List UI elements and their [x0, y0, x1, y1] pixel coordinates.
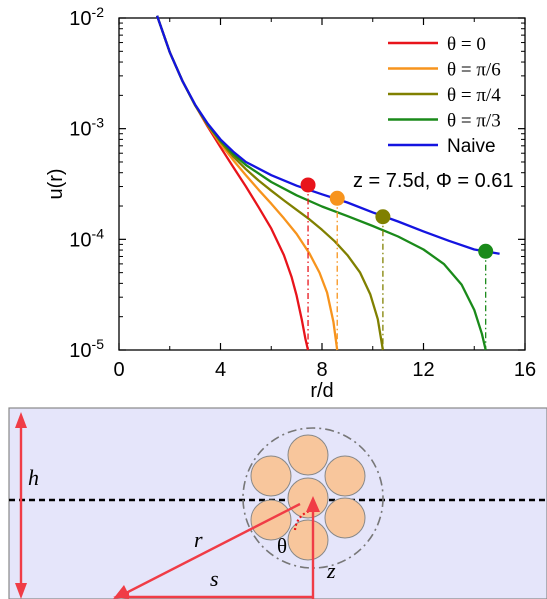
cutoff-marker-1 [329, 190, 345, 206]
theta-arc [293, 508, 314, 531]
label-z: z [326, 558, 336, 583]
label-theta: θ [277, 534, 287, 558]
y-tick-label: 10-2 [69, 4, 104, 30]
chart: 0 4 8 12 16 10-510-410-310-2 r/d u(r) θ = 0θ… [45, 4, 536, 402]
s-arrow [113, 591, 313, 599]
legend-label-3: θ = π/3 [447, 111, 501, 132]
particle-upper-left [250, 455, 292, 497]
x-axis-title: r/d [310, 380, 333, 402]
legend-label-1: θ = π/6 [447, 60, 501, 81]
z-arrow [306, 496, 320, 599]
y-tick-label: 10-4 [69, 225, 104, 251]
h-arrow [15, 412, 27, 599]
cutoff-marker-2 [375, 209, 391, 225]
x-tick-label: 16 [514, 359, 536, 381]
label-s: s [210, 566, 219, 591]
particle-bottom [287, 519, 329, 561]
series-line-0 [156, 15, 310, 351]
legend-label-4: Naive [447, 136, 496, 157]
legend-label-0: θ = 0 [447, 34, 486, 55]
schematic-diagram: h r s z θ [8, 407, 547, 599]
x-tick-label: 12 [412, 359, 434, 381]
particle-lower-right [324, 497, 366, 539]
y-tick-label: 10-5 [69, 336, 104, 362]
particle-top [287, 434, 329, 476]
cutoff-marker-3 [478, 243, 494, 259]
y-tick-labels: 10-5 10-4 10-3 10-2 [69, 4, 104, 362]
particle-upper-right [324, 455, 366, 497]
series-line-2 [156, 15, 385, 351]
series-layer [156, 15, 500, 351]
label-h: h [28, 465, 39, 490]
annotation-z-phi: z = 7.5d, Φ = 0.61 [353, 170, 514, 192]
cutoff-marker-0 [300, 177, 316, 193]
y-axis-title: u(r) [45, 168, 67, 199]
legend: θ = 0 θ = π/6 θ = π/4 θ = π/3 Naive [388, 34, 501, 157]
x-tick-label: 8 [316, 359, 327, 381]
label-r: r [194, 527, 203, 552]
cutoff-layer [300, 177, 494, 350]
y-tick-label: 10-3 [69, 115, 104, 141]
series-line-4 [156, 15, 500, 255]
axis-ticks [118, 17, 526, 351]
legend-label-2: θ = π/4 [447, 85, 501, 106]
x-tick-label: 0 [113, 359, 124, 381]
x-tick-labels: 0 4 8 12 16 [113, 359, 536, 381]
x-tick-label: 4 [215, 359, 226, 381]
